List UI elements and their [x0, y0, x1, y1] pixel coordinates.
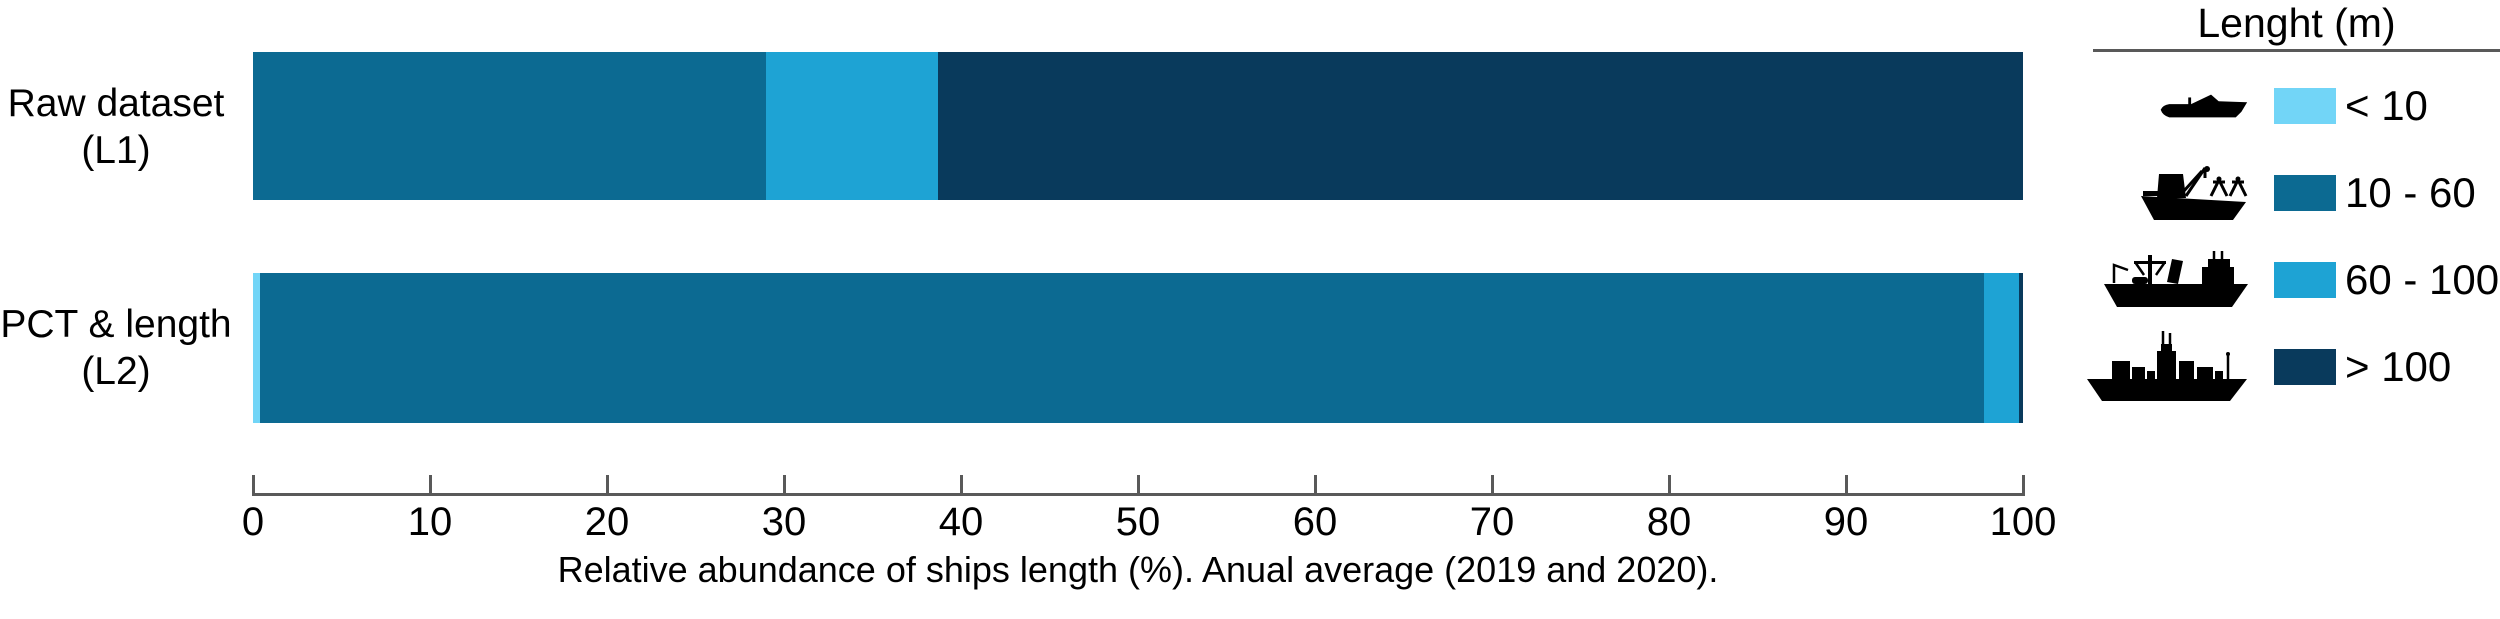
legend-label: 60 - 100 [2345, 255, 2500, 303]
bar-label-raw-dataset: Raw dataset (L1) [0, 80, 232, 174]
x-axis-line [252, 493, 2025, 496]
x-tick-mark [605, 475, 609, 494]
x-tick-mark [782, 475, 786, 494]
legend: < 10 [2082, 62, 2500, 410]
legend-separator [2093, 49, 2500, 52]
bar-segment-s60_100 [766, 52, 938, 200]
x-tick-label: 40 [938, 500, 984, 544]
x-tick-label: 0 [241, 500, 265, 544]
legend-icon-cell [2082, 250, 2250, 309]
bar-segment-gt100 [2019, 273, 2023, 423]
legend-label: > 100 [2345, 342, 2452, 390]
legend-row-lt10: < 10 [2082, 62, 2500, 149]
x-tick-mark [251, 475, 255, 494]
bar-segment-s60_100 [1984, 273, 2020, 423]
legend-label: < 10 [2345, 81, 2428, 129]
bar-raw-dataset [253, 52, 2023, 200]
x-tick-mark [2021, 475, 2025, 494]
bar-segment-s10_60 [253, 52, 767, 200]
bar-pct-length [253, 273, 2023, 423]
x-tick-mark [959, 475, 963, 494]
bar-label-line: Raw dataset [7, 82, 225, 125]
bar-label-line: (L1) [81, 129, 151, 172]
bar-label-pct-length: PCT & length (L2) [0, 301, 232, 395]
legend-icon-cell [2082, 162, 2250, 224]
legend-swatch [2274, 87, 2336, 124]
legend-title: Lenght (m) [2197, 0, 2396, 46]
x-tick-label: 50 [1115, 500, 1161, 544]
bar-label-line: PCT & length [0, 303, 232, 346]
legend-swatch [2274, 261, 2336, 298]
x-axis-title: Relative abundance of ships length (%). … [557, 549, 1719, 590]
bar-segment-lt10 [253, 273, 261, 423]
bar-segment-gt100 [937, 52, 2023, 200]
legend-row-gt100: > 100 [2082, 323, 2500, 410]
legend-icon-cell [2082, 330, 2250, 403]
x-tick-label: 90 [1823, 500, 1869, 544]
x-tick-mark [1313, 475, 1317, 494]
x-tick-mark [1136, 475, 1140, 494]
x-tick-label: 80 [1646, 500, 1692, 544]
x-tick-label: 100 [1989, 500, 2057, 544]
research-vessel-icon [2104, 250, 2248, 307]
legend-icon-cell [2082, 89, 2250, 123]
x-tick-mark [1667, 475, 1671, 494]
legend-row-10-60: 10 - 60 [2082, 149, 2500, 236]
legend-swatch [2274, 348, 2336, 385]
x-tick-mark [1490, 475, 1494, 494]
bar-label-line: (L2) [81, 350, 151, 393]
x-tick-label: 20 [584, 500, 630, 544]
legend-label: 10 - 60 [2345, 168, 2476, 216]
legend-swatch [2274, 174, 2336, 211]
x-tick-label: 60 [1292, 500, 1338, 544]
x-tick-label: 30 [761, 500, 807, 544]
x-tick-label: 10 [407, 500, 453, 544]
bar-segment-s10_60 [260, 273, 1985, 423]
x-tick-mark [428, 475, 432, 494]
small-boat-icon [2160, 94, 2248, 117]
x-axis-ticks: 0 10 20 30 40 50 60 70 80 90 100 [242, 475, 2056, 550]
trawler-icon [2141, 165, 2248, 220]
large-ship-icon [2087, 330, 2247, 401]
legend-row-60-100: 60 - 100 [2082, 236, 2500, 323]
x-tick-mark [1844, 475, 1848, 494]
x-tick-label: 70 [1469, 500, 1515, 544]
